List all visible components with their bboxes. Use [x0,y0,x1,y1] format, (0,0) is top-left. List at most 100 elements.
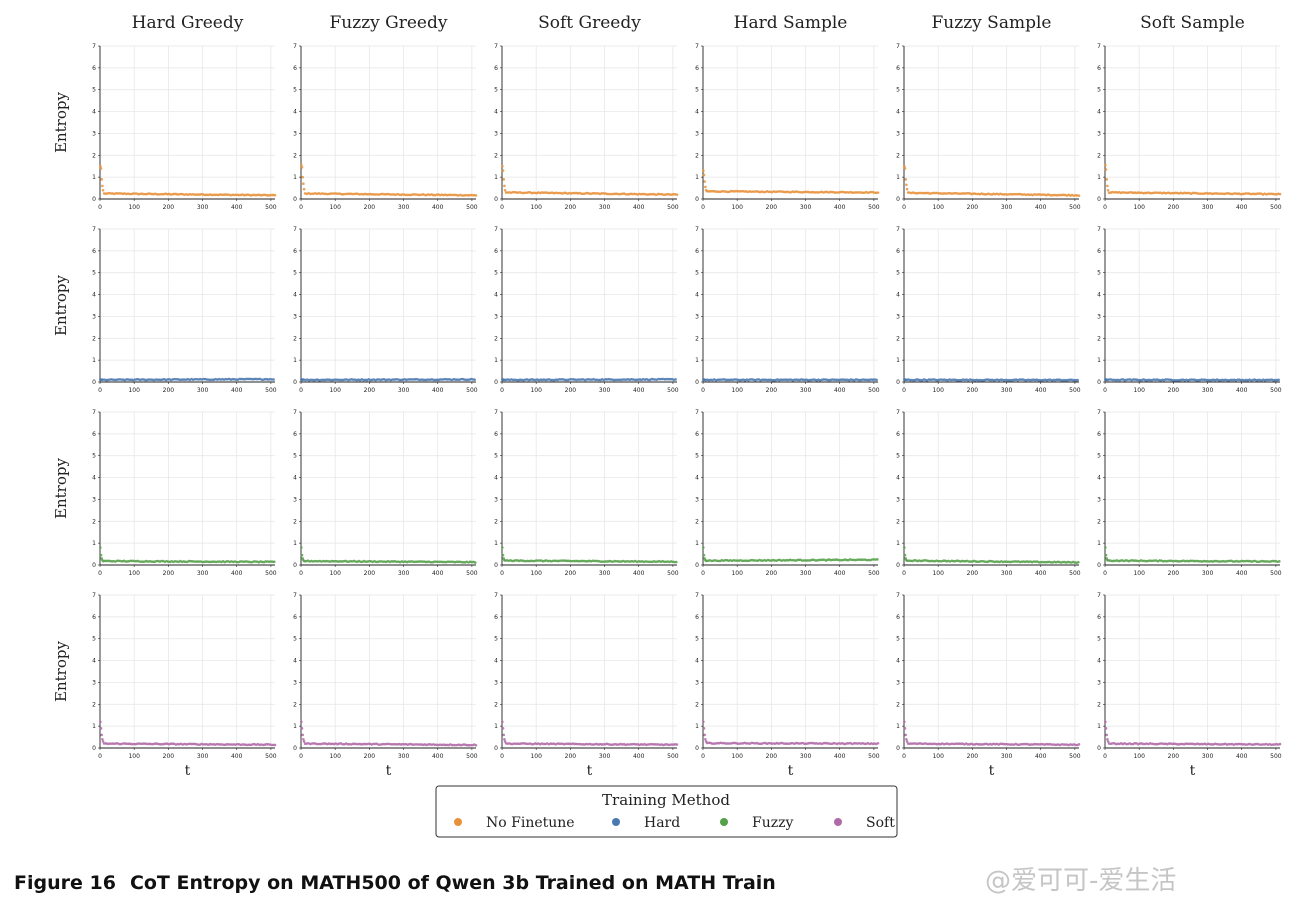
x-tick-label: 400 [432,753,444,760]
x-tick-label: 500 [1069,387,1081,394]
x-tick-label: 200 [163,204,175,211]
y-tick-label: 2 [896,701,900,708]
x-tick-label: 300 [197,570,209,577]
data-point [675,743,679,746]
panel-r1-c4: 0 1 2 3 4 5 6 7 0 100 200 300 400 500 [896,226,1081,394]
x-tick-label: 300 [1001,204,1013,211]
y-tick-label: 1 [293,723,297,730]
y-tick-label: 7 [494,226,498,233]
y-tick-label: 4 [695,109,699,116]
x-axis-label-col-2: t [587,763,593,779]
x-tick-label: 400 [231,387,243,394]
y-tick-label: 0 [1097,196,1101,203]
y-tick-label: 1 [1097,174,1101,181]
x-tick-label: 100 [1133,753,1145,760]
x-tick-label: 300 [1202,570,1214,577]
data-point [503,188,507,192]
data-point [302,182,305,185]
y-tick-label: 3 [92,496,96,503]
y-tick-label: 7 [1097,226,1101,233]
y-tick-label: 1 [92,723,96,730]
data-point [501,720,504,724]
data-point [474,194,478,197]
panel-r1-c5: 0 1 2 3 4 5 6 7 0 100 200 300 400 500 [1097,226,1282,394]
panel-r3-c2: 0 1 2 3 4 5 6 7 0 100 200 300 400 500 t [494,592,679,779]
data-point [99,727,103,730]
y-axis-label-row-1: Entropy [52,275,70,336]
x-tick-label: 500 [868,204,880,211]
y-tick-label: 4 [695,475,699,482]
y-tick-label: 6 [92,614,96,621]
x-tick-label: 400 [231,570,243,577]
x-tick-label: 0 [98,387,102,394]
x-tick-label: 0 [1103,387,1107,394]
data-point [99,720,102,724]
y-tick-label: 2 [695,701,699,708]
y-tick-label: 4 [92,658,96,665]
data-point [99,167,103,170]
data-point [1076,378,1079,382]
data-point [302,187,306,191]
y-tick-label: 0 [293,745,297,752]
panel-r0-c5: 0 1 2 3 4 5 6 7 0 100 200 300 400 500 [1097,43,1282,211]
x-tick-label: 400 [231,204,243,211]
x-tick-label: 400 [834,387,846,394]
x-tick-label: 500 [466,387,478,394]
x-tick-label: 400 [1035,753,1047,760]
y-tick-label: 3 [896,496,900,503]
x-tick-label: 300 [599,204,611,211]
x-tick-label: 0 [701,570,705,577]
panel-r3-c1: 0 1 2 3 4 5 6 7 0 100 200 300 400 500 t [293,592,478,779]
data-point [101,737,104,741]
panel-r3-c4: 0 1 2 3 4 5 6 7 0 100 200 300 400 500 t [896,592,1081,779]
panel-r3-c5: 0 1 2 3 4 5 6 7 0 100 200 300 400 500 t [1097,592,1282,779]
x-tick-label: 200 [565,387,577,394]
y-tick-label: 5 [494,270,498,277]
data-point [302,740,306,743]
data-point [675,193,679,196]
y-tick-label: 0 [293,196,297,203]
y-tick-label: 1 [896,540,900,547]
y-tick-label: 6 [896,65,900,72]
y-tick-label: 5 [695,87,699,94]
y-tick-label: 6 [92,248,96,255]
y-tick-label: 0 [896,562,900,569]
x-tick-label: 300 [398,204,410,211]
data-point [876,191,880,194]
y-tick-label: 1 [494,174,498,181]
y-tick-label: 1 [92,540,96,547]
data-point [301,175,305,179]
y-tick-label: 4 [494,475,498,482]
x-tick-label: 400 [834,570,846,577]
small-multiples-figure: Hard Greedy Fuzzy Greedy Soft Greedy Hard S… [52,13,1282,838]
data-point [1106,184,1109,188]
x-tick-label: 200 [364,204,376,211]
y-tick-label: 3 [896,130,900,137]
y-tick-label: 3 [293,679,297,686]
x-tick-label: 200 [565,204,577,211]
y-tick-label: 5 [92,87,96,94]
y-tick-label: 5 [896,270,900,277]
x-tick-label: 300 [800,204,812,211]
y-tick-label: 0 [494,379,498,386]
y-axis-label-row-3: Entropy [52,641,70,702]
x-tick-label: 500 [868,570,880,577]
data-point [1105,733,1109,737]
data-point [704,185,707,189]
y-tick-label: 1 [92,357,96,364]
y-tick-label: 0 [1097,562,1101,569]
y-tick-label: 5 [494,87,498,94]
y-tick-label: 1 [896,357,900,364]
data-point [502,733,506,737]
y-axis-label-row-0: Entropy [52,92,70,153]
legend-marker-0 [454,818,462,826]
x-tick-label: 400 [1236,570,1248,577]
y-tick-label: 2 [494,701,498,708]
y-tick-label: 7 [896,592,900,599]
data-point [501,727,505,730]
x-tick-label: 0 [500,570,504,577]
y-tick-label: 1 [1097,540,1101,547]
x-tick-label: 200 [967,753,979,760]
legend-title: Training Method [602,791,730,809]
y-tick-label: 0 [695,196,699,203]
